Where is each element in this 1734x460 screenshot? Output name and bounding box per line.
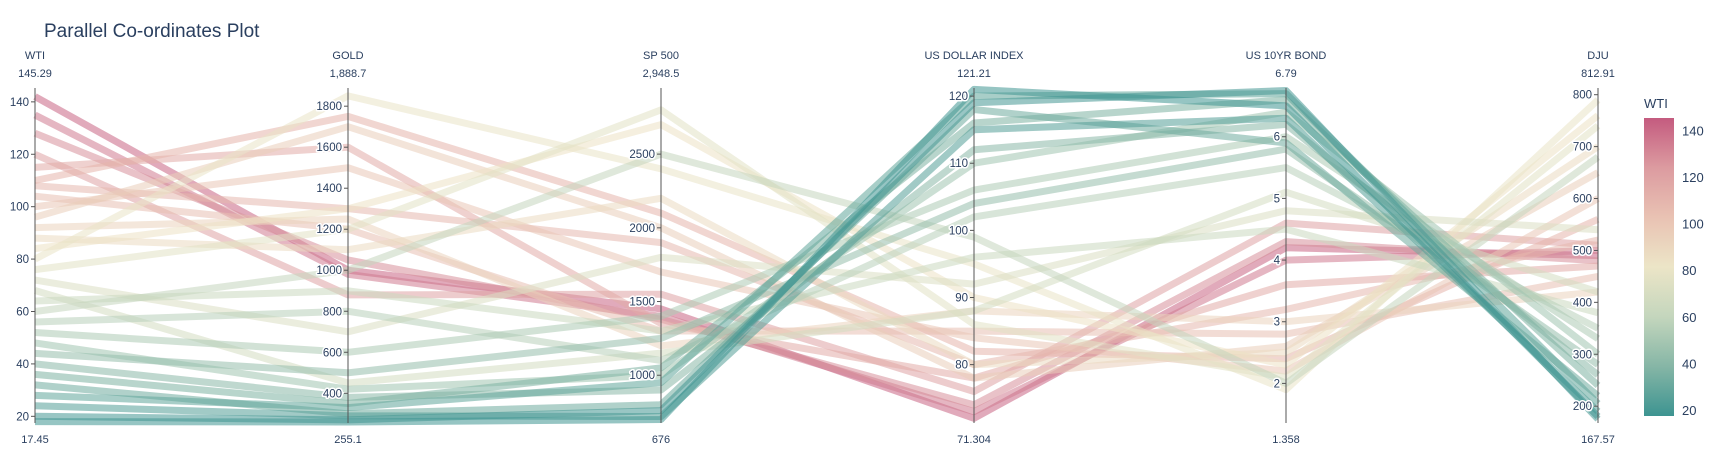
tick-label: 700	[1573, 142, 1592, 154]
tick-label: 200	[1573, 401, 1592, 413]
axis: WTI 145.29 17.45 20 40 60 80 100 120 140	[8, 50, 52, 446]
colorbar: WTI 20 40 60 80 100 120 140	[1644, 96, 1704, 418]
colorbar-tick-label: 100	[1682, 217, 1704, 232]
axis-title: US DOLLAR INDEX	[924, 50, 1024, 62]
tick-label: 20	[16, 411, 29, 423]
axis: SP 500 2,948.5 676 1000 1500 2000 2500	[628, 50, 680, 446]
data-line	[34, 114, 1601, 420]
colorbar-scale	[1644, 118, 1674, 416]
data-lines	[33, 85, 1601, 426]
axis-min-label: 676	[652, 434, 670, 446]
tick-label: 800	[1573, 90, 1592, 102]
tick-label: 100	[949, 225, 968, 237]
axis-title: WTI	[25, 50, 45, 62]
tick-label: 6	[1274, 132, 1280, 144]
axis-min-label: 71.304	[957, 434, 991, 446]
tick-label: 90	[955, 293, 968, 305]
colorbar-tick-label: 140	[1682, 123, 1704, 138]
colorbar-tick-label: 60	[1682, 310, 1696, 325]
axis: US 10YR BOND 6.79 1.358 2 3 4 5 6	[1246, 50, 1327, 446]
tick-label: 80	[16, 254, 29, 266]
axis-title: DJU	[1587, 50, 1608, 62]
data-line	[34, 164, 1600, 364]
axis-max-label: 812.91	[1581, 68, 1615, 80]
tick-label: 5	[1274, 193, 1280, 205]
axis-min-label: 17.45	[21, 434, 49, 446]
tick-label: 120	[949, 91, 968, 103]
axis-title: GOLD	[332, 50, 363, 62]
data-line	[34, 225, 1599, 335]
tick-label: 4	[1274, 255, 1281, 267]
data-line	[34, 106, 1601, 381]
tick-label: 110	[950, 158, 968, 170]
colorbar-tick-label: 120	[1682, 170, 1704, 185]
axis-max-label: 6.79	[1275, 68, 1296, 80]
colorbar-tick-label: 40	[1682, 356, 1696, 371]
data-line	[34, 112, 1601, 369]
tick-label: 140	[10, 97, 29, 109]
axis-max-label: 2,948.5	[643, 68, 680, 80]
tick-label: 60	[16, 306, 29, 318]
tick-label: 800	[323, 306, 342, 318]
tick-label: 1000	[629, 370, 655, 382]
tick-label: 600	[1573, 194, 1592, 206]
data-line	[34, 143, 1599, 382]
tick-label: 400	[1573, 297, 1592, 309]
axes-group: WTI 145.29 17.45 20 40 60 80 100 120 140 GOLD 1,888…	[8, 50, 1615, 446]
tick-label: 80	[955, 360, 968, 372]
axis: GOLD 1,888.7 255.1 400 600 800 1000 1200 1400 160…	[315, 50, 367, 446]
axis-title: US 10YR BOND	[1246, 50, 1327, 62]
tick-label: 400	[323, 388, 342, 400]
axis-title: SP 500	[643, 50, 679, 62]
tick-label: 300	[1573, 349, 1592, 361]
colorbar-tick-label: 80	[1682, 263, 1696, 278]
tick-label: 1200	[316, 224, 342, 236]
tick-label: 1500	[629, 297, 655, 309]
tick-label: 100	[10, 202, 29, 214]
axis-min-label: 1.358	[1272, 434, 1300, 446]
tick-label: 600	[323, 347, 342, 359]
data-line	[34, 85, 1601, 426]
axis-max-label: 121.21	[957, 68, 991, 80]
data-line	[34, 150, 1601, 387]
tick-label: 1600	[316, 142, 342, 154]
tick-label: 3	[1274, 317, 1280, 329]
axis-max-label: 145.29	[18, 68, 52, 80]
tick-label: 500	[1573, 245, 1592, 257]
data-line	[34, 143, 1600, 369]
colorbar-title: WTI	[1644, 96, 1668, 111]
tick-label: 2	[1274, 378, 1280, 390]
colorbar-tick-label: 20	[1682, 403, 1696, 418]
axis: DJU 812.91 167.57 200 300 400 500 600 700 800	[1571, 50, 1615, 446]
tick-label: 2000	[629, 223, 655, 235]
chart-title: Parallel Co-ordinates Plot	[44, 21, 260, 42]
tick-label: 2500	[629, 149, 655, 161]
tick-label: 40	[16, 359, 29, 371]
axis: US DOLLAR INDEX 121.21 71.304 80 90 100 110 120	[924, 50, 1024, 446]
tick-label: 120	[10, 149, 29, 161]
tick-label: 1800	[316, 101, 342, 113]
tick-label: 1400	[316, 183, 342, 195]
axis-min-label: 167.57	[1581, 434, 1615, 446]
axis-min-label: 255.1	[334, 434, 362, 446]
data-line	[33, 151, 1599, 395]
tick-label: 1000	[316, 265, 342, 277]
axis-max-label: 1,888.7	[330, 68, 367, 80]
